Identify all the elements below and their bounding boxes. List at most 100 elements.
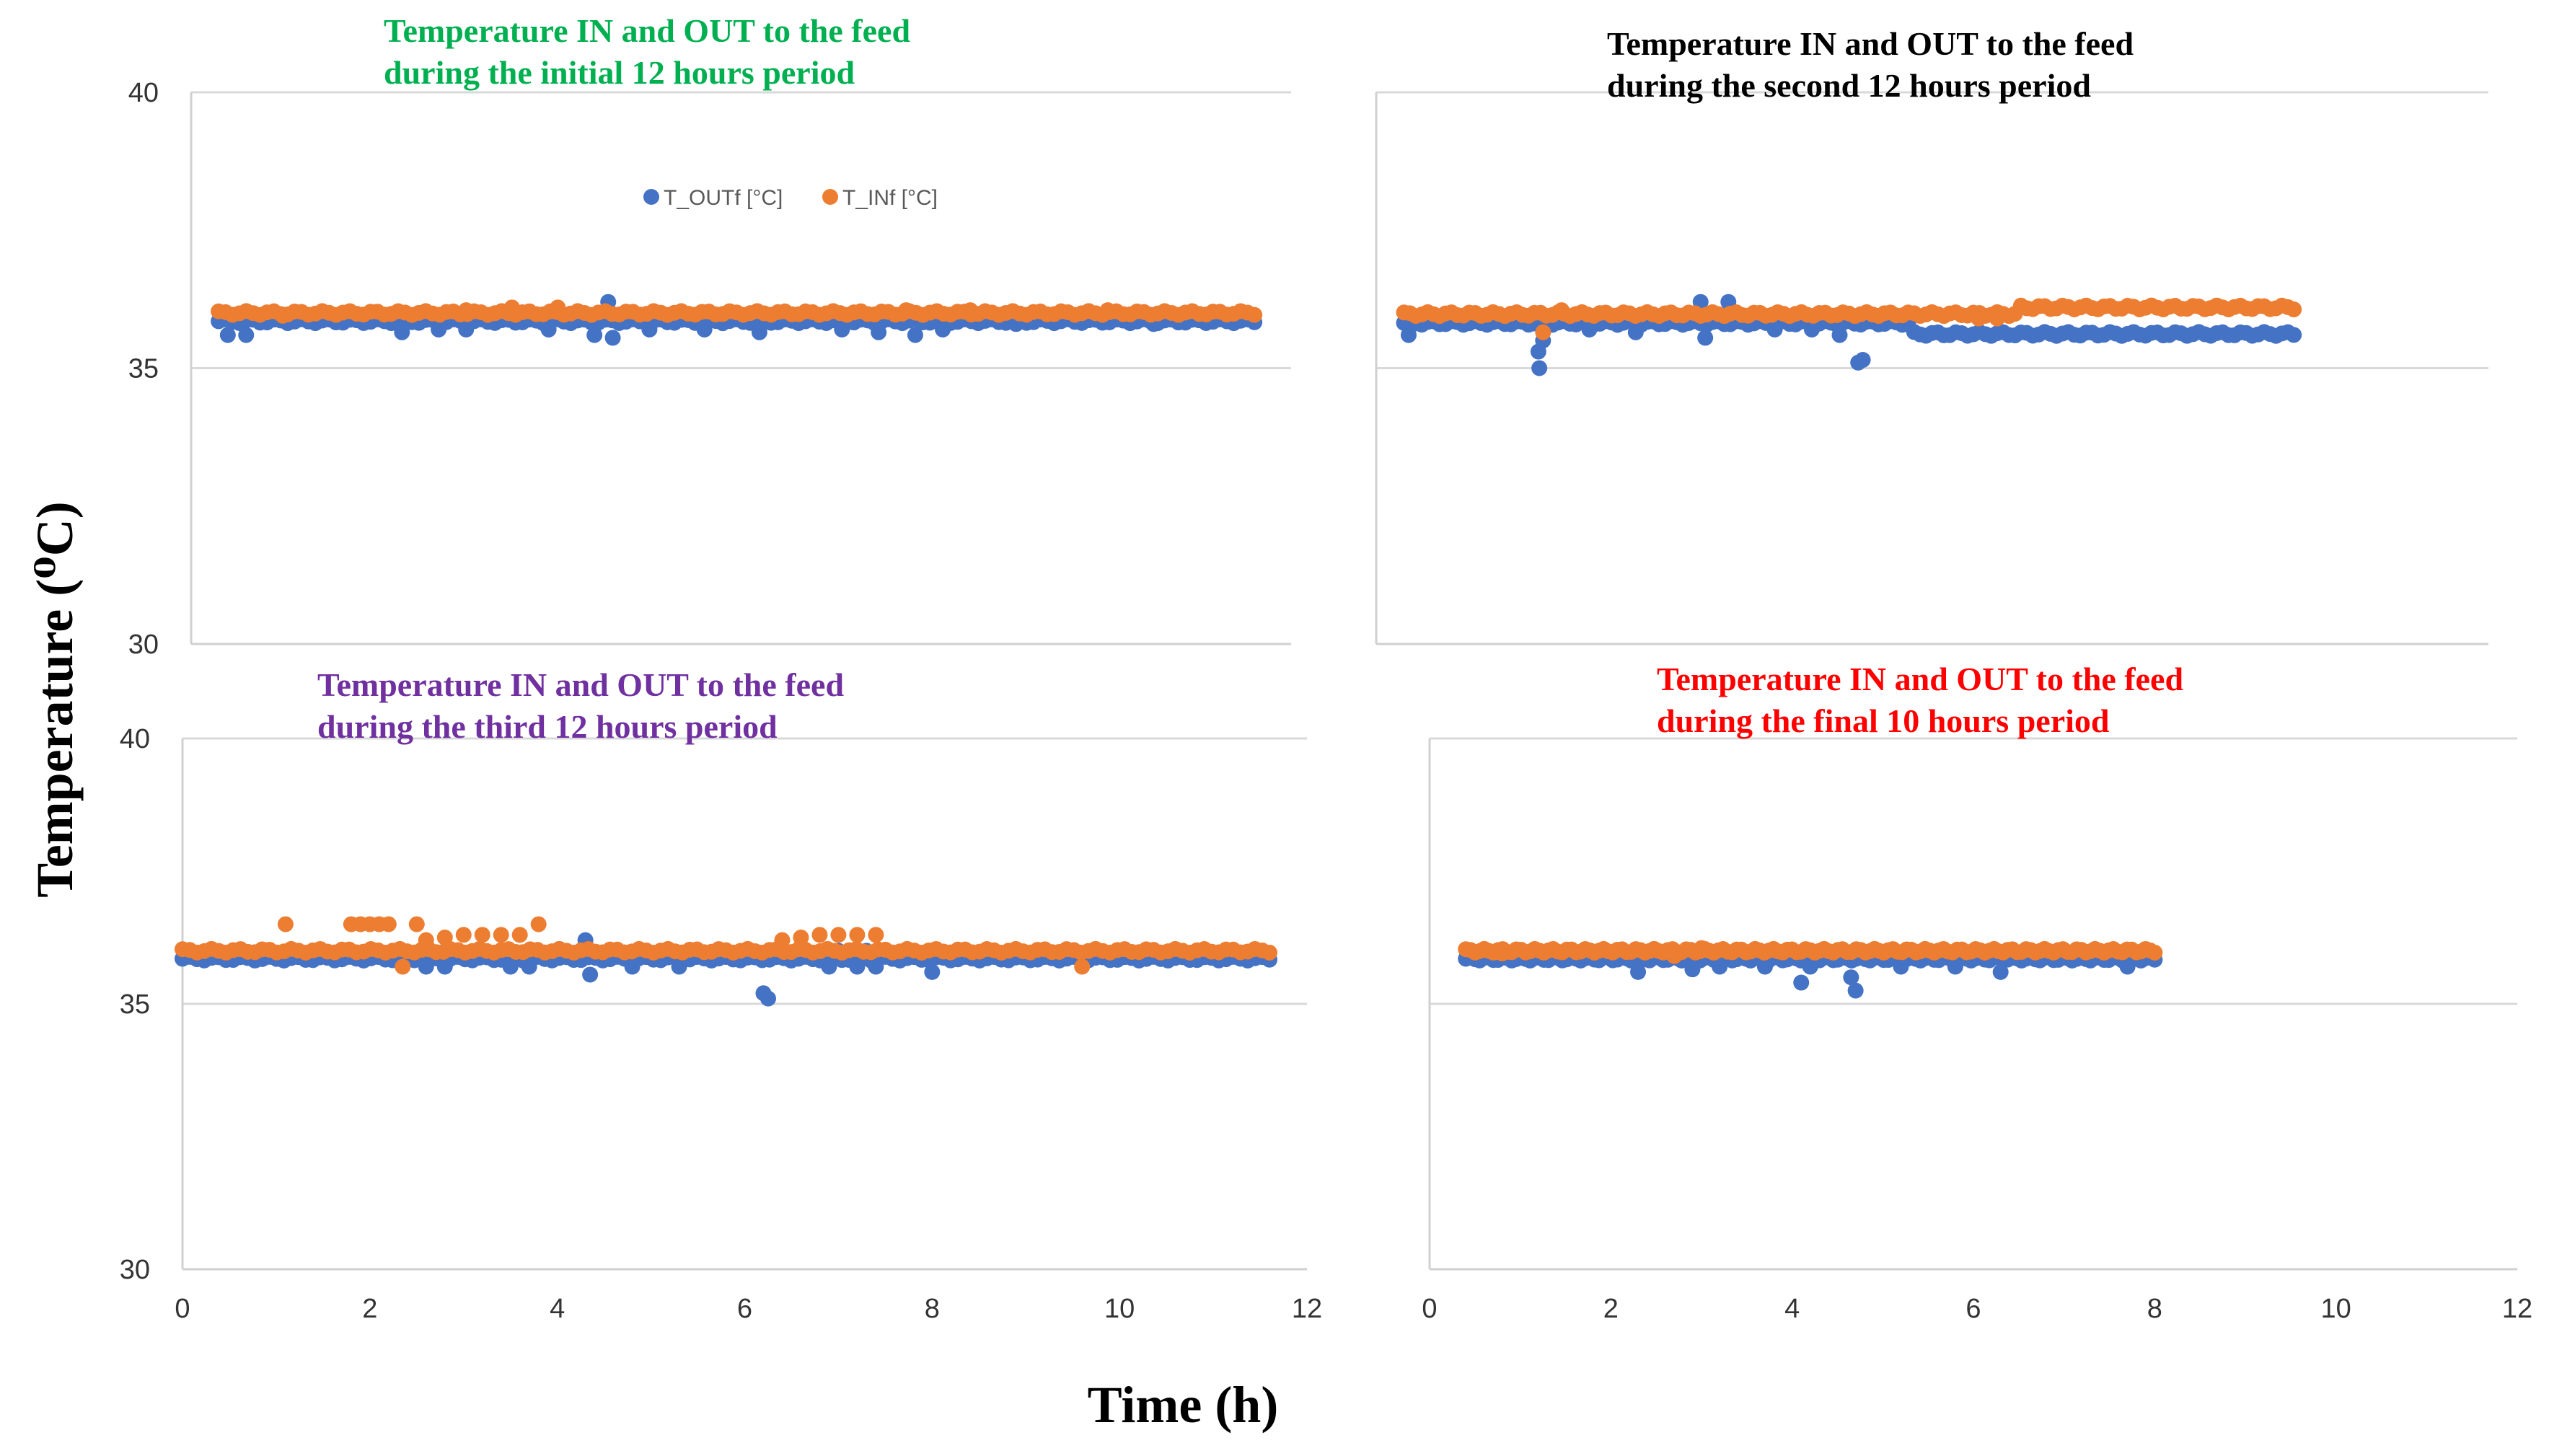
data-point [1400,327,1417,343]
x-tick-label: 10 [2321,1294,2351,1324]
panel-title-line: Temperature IN and OUT to the feed [1657,661,2183,697]
panel-title-line: Temperature IN and OUT to the feed [384,12,910,49]
data-point [1756,958,1773,975]
x-tick-label: 6 [1965,1294,1981,1324]
data-point [2147,944,2163,961]
data-point [458,302,475,319]
legend: T_OUTf [°C] T_INf [°C] [643,186,938,210]
panel-title: Temperature IN and OUT to the feed during… [1657,661,2183,739]
data-point [238,327,255,343]
data-point [380,916,397,932]
data-point [907,327,923,343]
data-point [1627,324,1644,340]
data-point [550,299,566,316]
data-point [1831,327,1848,343]
x-tick-label: 0 [175,1294,190,1324]
data-point [1854,352,1871,369]
data-point [474,927,490,943]
data-point [511,927,528,943]
data-point [458,321,475,337]
panel-3: 30 35 40 0 2 4 6 8 10 12 Temperature IN and OUT to… [120,666,1322,1324]
panel-title-line: during the second 12 hours period [1607,67,2091,104]
data-point [811,927,828,943]
data-point [1847,982,1864,999]
legend-label-t-inf: T_INf [°C] [842,186,938,210]
data-point [774,932,791,948]
x-axis-title: Time (h) [1088,1376,1279,1434]
y-tick-label: 40 [128,78,159,108]
data-point [1992,963,2009,980]
y-tick-label: 40 [120,724,150,754]
data-point [502,958,519,975]
data-point [1246,306,1263,323]
data-point [1802,958,1818,975]
panel-title-line: Temperature IN and OUT to the feed [317,666,844,703]
series-t-inf [175,916,1278,975]
panel-title-line: during the initial 12 hours period [384,54,855,91]
x-tick-label: 4 [550,1294,565,1324]
x-tick-label: 2 [362,1294,377,1324]
data-point [1803,321,1820,337]
data-point [1893,958,1909,975]
data-point [935,321,951,337]
data-point [751,324,767,340]
data-point [1494,945,1510,962]
data-point [394,324,410,340]
x-tick-label: 4 [1784,1294,1800,1324]
data-point [1694,940,1709,956]
data-point [521,958,537,975]
panel-title-line: during the third 12 hours period [317,708,778,745]
panel-title-line: Temperature IN and OUT to the feed [1607,25,2134,62]
y-tick-label: 35 [128,354,159,384]
data-point [408,916,425,932]
y-axis-title: Temperature (⁰C) [26,501,84,897]
data-point [1554,302,1570,319]
y-tick-label: 30 [128,630,159,660]
data-point [1531,360,1548,376]
panel-title: Temperature IN and OUT to the feed during… [317,666,844,745]
data-point [1712,958,1728,975]
data-point [1630,963,1647,980]
data-point [582,966,599,983]
data-point [962,302,979,319]
data-point [624,958,640,975]
panel-4: 0 2 4 6 8 10 12 Temperature IN and OUT to the f… [1422,661,2532,1324]
legend-swatch-t-inf [822,189,838,205]
data-point [395,958,411,975]
panel-title: Temperature IN and OUT to the feed during… [1607,25,2134,104]
x-tick-label: 2 [1603,1294,1619,1324]
legend-label-t-outf: T_OUTf [°C] [664,186,783,210]
data-point [868,958,884,975]
data-point [530,916,547,932]
x-tick-label: 6 [737,1294,752,1324]
y-tick-label: 30 [120,1255,150,1285]
x-tick-label: 12 [1292,1294,1322,1324]
data-point [1666,948,1683,964]
data-point [503,299,520,316]
x-tick-label: 8 [925,1294,940,1324]
x-tick-label: 12 [2502,1294,2532,1324]
data-point [696,321,713,337]
data-point [418,932,434,948]
panel-1: 30 35 40 Temperature IN and OUT to the feed… [128,12,1291,660]
panel-title-line: during the final 10 hours period [1657,702,2110,739]
data-point [2286,327,2302,343]
data-point [834,321,850,337]
data-point [1697,330,1714,346]
data-point [1099,302,1116,319]
data-point [898,302,915,319]
data-point [868,927,884,943]
series-t-inf [1458,940,2163,964]
series-t-inf [211,299,1263,324]
data-point [1947,958,1963,975]
data-point [436,958,453,975]
data-point [830,927,847,943]
y-tick-label: 35 [120,989,150,1020]
data-point [586,327,603,343]
data-point [1843,969,1859,986]
legend-swatch-t-outf [643,189,659,205]
data-point [1989,310,2005,327]
data-point [2286,301,2302,318]
x-tick-label: 0 [1422,1294,1437,1324]
